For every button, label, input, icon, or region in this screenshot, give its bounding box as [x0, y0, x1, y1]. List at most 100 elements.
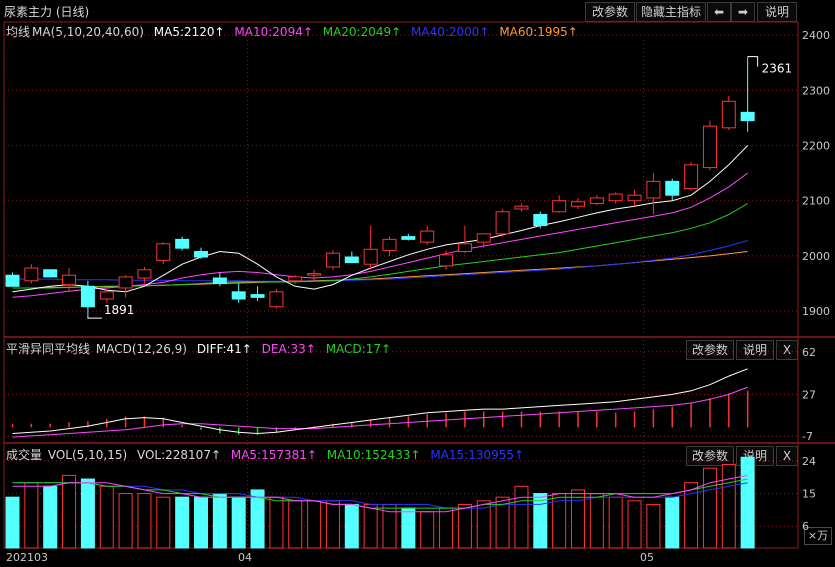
candle-up: [439, 254, 454, 267]
volume-bar-down: [175, 496, 190, 549]
candle-up: [495, 211, 510, 235]
volume-bar-up: [476, 500, 491, 549]
macd-change-params-button[interactable]: 改参数: [686, 340, 734, 360]
candle-up: [571, 201, 585, 207]
candle-up: [589, 197, 604, 204]
volume-legend-ma5: MA5:157381↑: [230, 448, 317, 462]
legend-params: MA(5,10,20,40,60): [32, 25, 144, 39]
candle-up: [363, 248, 378, 265]
volume-bar-down: [194, 496, 208, 549]
low-annotation-pointer: [87, 316, 102, 319]
candle-up: [156, 243, 171, 261]
volume-bar-down: [401, 507, 416, 549]
ma-line-ma5: [12, 145, 749, 293]
volume-bar-up: [439, 507, 454, 549]
hide-main-indicator-button[interactable]: 隐藏主指标: [636, 2, 706, 22]
candle-up: [684, 164, 699, 190]
volume-legend-vol: VOL:228107↑: [136, 448, 222, 462]
chart-title: 尿素主力 (日线): [4, 5, 90, 19]
candle-up: [702, 125, 717, 169]
legend-ma20: MA20:2049↑: [322, 25, 402, 39]
volume-bar-up: [457, 503, 472, 549]
volume-bar-up: [137, 493, 152, 549]
candle-up: [118, 276, 133, 289]
candle-up: [269, 291, 284, 308]
arrow-left-icon[interactable]: ⬅: [707, 2, 731, 22]
volume-bar-up: [702, 467, 717, 549]
volume-bar-up: [420, 511, 435, 549]
ma-line-ma20: [12, 203, 748, 289]
volume-tick-label: 24: [802, 455, 816, 468]
candle-up: [646, 180, 661, 199]
volume-bar-up: [646, 503, 661, 549]
candle-down: [231, 291, 246, 300]
candle-up: [382, 238, 397, 251]
volume-bar-up: [307, 500, 322, 549]
candle-down: [212, 277, 227, 285]
macd-diff-line: [12, 368, 748, 435]
volume-bar-down: [5, 496, 20, 549]
candle-up: [457, 243, 472, 253]
volume-bar-up: [325, 500, 340, 549]
change-params-button[interactable]: 改参数: [585, 2, 635, 22]
volume-bar-down: [80, 478, 95, 549]
legend-ma60: MA60:1995↑: [499, 25, 578, 39]
macd-legend-macd: MACD:17↑: [325, 342, 392, 356]
candle-up: [514, 205, 529, 210]
ma-line-ma10: [12, 172, 748, 298]
arrow-right-icon[interactable]: ➡: [731, 2, 755, 22]
volume-bar-up: [118, 493, 133, 549]
volume-bar-up: [721, 464, 736, 549]
volume-legend-name: 成交量: [6, 448, 43, 462]
price-tick-label: 2000: [802, 250, 830, 263]
candle-down: [175, 238, 190, 249]
volume-ma15-line: [12, 482, 748, 509]
high-annotation-pointer: [747, 56, 759, 67]
candle-down: [5, 274, 20, 287]
volume-bar-up: [288, 500, 303, 549]
candle-down: [80, 285, 95, 308]
volume-bar-up: [684, 482, 699, 549]
macd-legend: 平滑异同平均线 MACD(12,26,9) DIFF:41↑ DEA:33↑ M…: [6, 340, 397, 357]
kline-legend: 均线 MA(5,10,20,40,60) MA5:2120↑ MA10:2094↑…: [6, 23, 584, 40]
volume-bar-down: [740, 456, 755, 549]
macd-tick-label: -7: [802, 430, 813, 443]
volume-bar-up: [62, 474, 77, 549]
price-tick-label: 2300: [802, 84, 830, 97]
volume-legend-ma15: MA15:130955↑: [430, 448, 525, 462]
x-label-start: 202103: [6, 551, 48, 564]
x-label-apr: 04: [238, 551, 252, 564]
volume-bar-up: [589, 493, 604, 549]
legend-ma10: MA10:2094↑: [234, 25, 313, 39]
candle-up: [307, 273, 322, 276]
volume-ma5-line: [12, 474, 748, 513]
volume-bar-down: [43, 485, 58, 549]
volume-change-params-button[interactable]: 改参数: [686, 446, 734, 466]
x-label-may: 05: [640, 551, 654, 564]
top-bar: 尿素主力 (日线) 改参数 隐藏主指标 ⬅ ➡ 说明: [0, 0, 835, 22]
low-annotation-label: 1891: [104, 303, 135, 317]
volume-bar-down: [533, 493, 548, 549]
volume-bar-down: [250, 489, 265, 549]
volume-unit-label[interactable]: ×万: [804, 527, 832, 545]
price-tick-label: 2200: [802, 139, 830, 152]
high-annotation-label: 2361: [762, 62, 793, 76]
volume-tick-label: 6: [802, 520, 809, 533]
macd-tick-label: 62: [802, 346, 816, 359]
candle-up: [420, 230, 435, 243]
candle-up: [608, 193, 623, 202]
ma-line-ma40: [12, 240, 748, 282]
macd-legend-name: 平滑异同平均线: [6, 342, 91, 356]
volume-bar-down: [231, 496, 246, 549]
candle-down: [344, 256, 359, 264]
macd-help-button[interactable]: 说明: [736, 340, 774, 360]
candle-up: [137, 269, 152, 279]
volume-legend: 成交量 VOL(5,10,15) VOL:228107↑ MA5:157381↑…: [6, 446, 530, 463]
macd-tick-label: 27: [802, 388, 816, 401]
candle-down: [194, 251, 208, 258]
volume-bar-up: [24, 482, 39, 549]
candle-down: [533, 214, 548, 227]
legend-ma40: MA40:2000↑: [411, 25, 490, 39]
volume-bar-up: [99, 485, 114, 549]
macd-legend-dea: DEA:33↑: [261, 342, 316, 356]
